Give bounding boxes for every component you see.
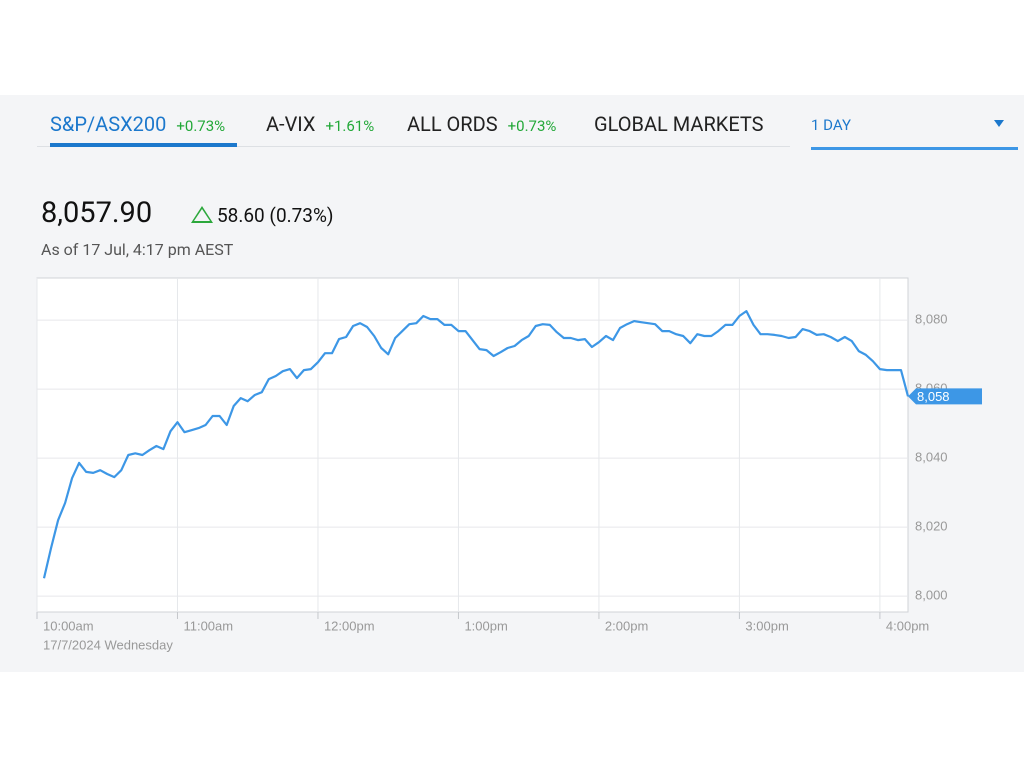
x-sublabel: 17/7/2024 Wednesday xyxy=(43,637,173,652)
tab[interactable]: ALL ORDS +0.73% xyxy=(407,112,556,136)
x-tick-label: 12:00pm xyxy=(324,618,375,633)
x-tick-label: 4:00pm xyxy=(886,618,929,633)
y-tick-label: 8,080 xyxy=(915,312,948,327)
tab-change: +0.73% xyxy=(176,117,226,135)
last-value-label: 8,058 xyxy=(917,389,950,404)
price: 8,057.90 xyxy=(41,196,153,230)
tab[interactable]: S&P/ASX200 +0.73% xyxy=(50,112,225,136)
y-tick-label: 8,040 xyxy=(915,450,948,465)
y-tick-label: 8,020 xyxy=(915,519,948,534)
price-line xyxy=(42,310,910,579)
tab[interactable]: GLOBAL MARKETS xyxy=(594,112,764,136)
tab-divider xyxy=(37,146,790,147)
up-triangle xyxy=(191,206,213,223)
x-tick-label: 3:00pm xyxy=(745,618,788,633)
tab-name: ALL ORDS xyxy=(407,112,498,136)
tab-name: GLOBAL MARKETS xyxy=(594,112,764,136)
x-tick-label: 10:00am xyxy=(43,618,94,633)
dropdown-arrow xyxy=(994,120,1004,127)
y-tick-label: 8,000 xyxy=(915,588,948,603)
range-label: 1 DAY xyxy=(811,116,851,134)
x-tick-label: 11:00am xyxy=(183,618,233,633)
tab-name: A-VIX xyxy=(266,112,316,136)
price-change: 58.60 (0.73%) xyxy=(217,204,334,227)
tab-change: +1.61% xyxy=(325,117,375,135)
tab[interactable]: A-VIX +1.61% xyxy=(266,112,374,136)
tab-name: S&P/ASX200 xyxy=(50,112,167,136)
plot-area xyxy=(36,277,909,613)
tab-underline xyxy=(50,143,237,147)
range-dropdown[interactable]: 1 DAY xyxy=(811,115,1018,150)
x-tick-label: 2:00pm xyxy=(605,618,648,633)
tab-change: +0.73% xyxy=(507,117,557,135)
last-value-pointer xyxy=(908,388,982,405)
as-of: As of 17 Jul, 4:17 pm AEST xyxy=(41,240,234,259)
x-tick-label: 1:00pm xyxy=(464,618,507,633)
